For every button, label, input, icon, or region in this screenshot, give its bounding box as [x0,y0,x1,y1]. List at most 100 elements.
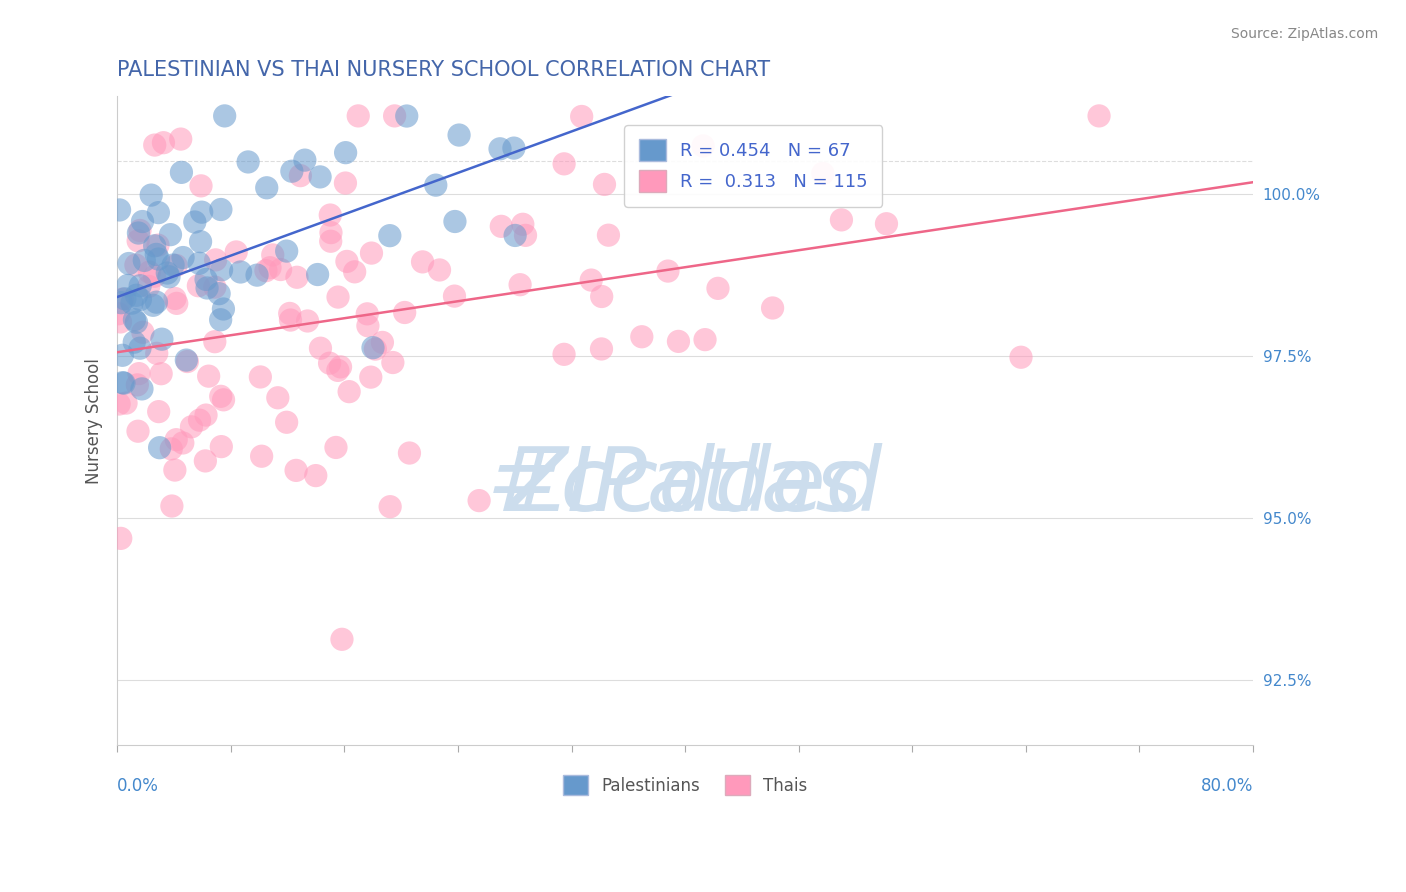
Point [309,169,332,184]
Point [118,256,141,270]
Point [127,424,149,438]
Point [318,356,340,370]
Point [335,145,357,160]
Point [132,326,155,340]
Point [165,259,187,273]
Point [141,188,163,202]
Point [830,212,852,227]
Point [165,433,187,447]
Point [125,288,148,302]
Point [197,369,219,384]
Point [128,367,150,381]
Point [170,132,193,146]
Point [319,208,342,222]
Point [152,136,174,150]
Point [157,269,180,284]
Point [1088,109,1111,123]
Point [129,341,152,355]
Point [305,468,328,483]
Point [142,298,165,312]
Point [148,404,170,418]
Point [707,281,730,295]
Point [148,252,170,266]
Point [515,228,537,243]
Point [364,342,387,356]
Point [204,280,226,294]
Point [127,234,149,248]
Legend: Palestinians, Thais: Palestinians, Thais [557,768,814,802]
Point [335,176,357,190]
Point [276,415,298,429]
Point [211,262,233,277]
Point [114,292,136,306]
Point [276,244,298,258]
Point [280,313,302,327]
Point [285,270,308,285]
Point [156,266,179,280]
Point [425,178,447,193]
Point [360,370,382,384]
Point [571,110,593,124]
Point [145,346,167,360]
Point [176,354,198,368]
Point [630,330,652,344]
Point [336,254,359,268]
Point [188,256,211,270]
Point [262,248,284,262]
Point [134,253,156,268]
Text: #ccdded: #ccdded [486,442,883,529]
Point [125,315,148,329]
Point [195,272,218,286]
Point [190,205,212,219]
Point [172,436,194,450]
Point [398,446,420,460]
Point [172,251,194,265]
Point [325,441,347,455]
Point [163,292,186,306]
Point [131,214,153,228]
Point [512,217,534,231]
Point [176,353,198,368]
Point [281,164,304,178]
Point [307,268,329,282]
Point [111,376,134,390]
Point [110,295,132,310]
Point [591,342,613,356]
Point [108,397,131,411]
Point [449,128,471,142]
Point [184,215,207,229]
Point [125,258,148,272]
Point [343,265,366,279]
Point [319,226,342,240]
Point [163,463,186,477]
Point [212,301,235,316]
Point [378,228,401,243]
Point [143,138,166,153]
Point [319,234,342,248]
Point [195,281,218,295]
Point [204,252,226,267]
Point [209,389,232,403]
Point [195,408,218,422]
Point [124,312,146,326]
Point [246,268,269,282]
Point [381,355,404,369]
Point [188,413,211,427]
Point [143,239,166,253]
Point [444,214,467,228]
Point [591,289,613,303]
Point [138,265,160,279]
Point [110,315,132,329]
Point [356,307,378,321]
Point [598,228,620,243]
Point [162,258,184,272]
Point [259,260,281,275]
Point [811,166,834,180]
Point [209,312,232,326]
Point [117,278,139,293]
Y-axis label: Nursery School: Nursery School [86,358,103,483]
Point [371,335,394,350]
Point [236,155,259,169]
Point [326,290,349,304]
Point [204,334,226,349]
